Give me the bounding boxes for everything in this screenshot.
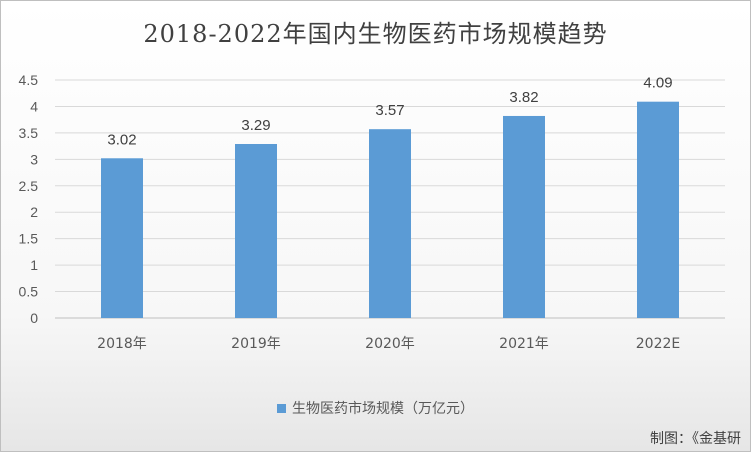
y-tick-label: 2.5 bbox=[19, 178, 39, 194]
y-tick-label: 1 bbox=[30, 257, 38, 273]
data-label: 3.29 bbox=[241, 117, 270, 134]
legend-swatch bbox=[277, 403, 286, 413]
y-tick-label: 0.5 bbox=[19, 284, 39, 300]
y-tick-label: 4 bbox=[30, 98, 38, 114]
bar bbox=[101, 158, 143, 318]
bar bbox=[503, 115, 545, 318]
data-labels: 3.02 3.29 3.57 3.82 4.09 bbox=[107, 75, 672, 149]
bar bbox=[235, 143, 277, 318]
y-tick-label: 3.5 bbox=[19, 125, 39, 141]
y-tick-label: 4.5 bbox=[19, 72, 39, 88]
y-tick-label: 2 bbox=[30, 204, 38, 220]
bar bbox=[369, 129, 411, 318]
legend: 生物医药市场规模（万亿元） bbox=[0, 398, 751, 418]
data-label: 3.82 bbox=[509, 89, 538, 106]
data-label: 4.09 bbox=[643, 75, 672, 92]
bars bbox=[101, 101, 679, 318]
data-label: 3.02 bbox=[107, 131, 136, 148]
legend-label: 生物医药市场规模（万亿元） bbox=[292, 401, 474, 417]
x-tick-label: 2021年 bbox=[499, 336, 549, 352]
data-label: 3.57 bbox=[375, 102, 404, 119]
chart-credit: 制图：《金基研 bbox=[650, 431, 741, 447]
x-axis-ticks: 2018年 2019年 2020年 2021年 2022E bbox=[97, 336, 680, 352]
y-tick-label: 3 bbox=[30, 151, 38, 167]
x-tick-label: 2020年 bbox=[365, 336, 415, 352]
x-tick-label: 2018年 bbox=[97, 336, 147, 352]
y-tick-label: 0 bbox=[30, 310, 38, 326]
bar bbox=[637, 101, 679, 318]
y-axis-ticks: 0 0.5 1 1.5 2 2.5 3 3.5 4 4.5 bbox=[19, 72, 39, 326]
x-tick-label: 2019年 bbox=[231, 336, 281, 352]
x-tick-label: 2022E bbox=[636, 336, 680, 352]
chart-title: 2018-2022年国内生物医药市场规模趋势 bbox=[143, 20, 608, 48]
y-tick-label: 1.5 bbox=[19, 231, 39, 247]
